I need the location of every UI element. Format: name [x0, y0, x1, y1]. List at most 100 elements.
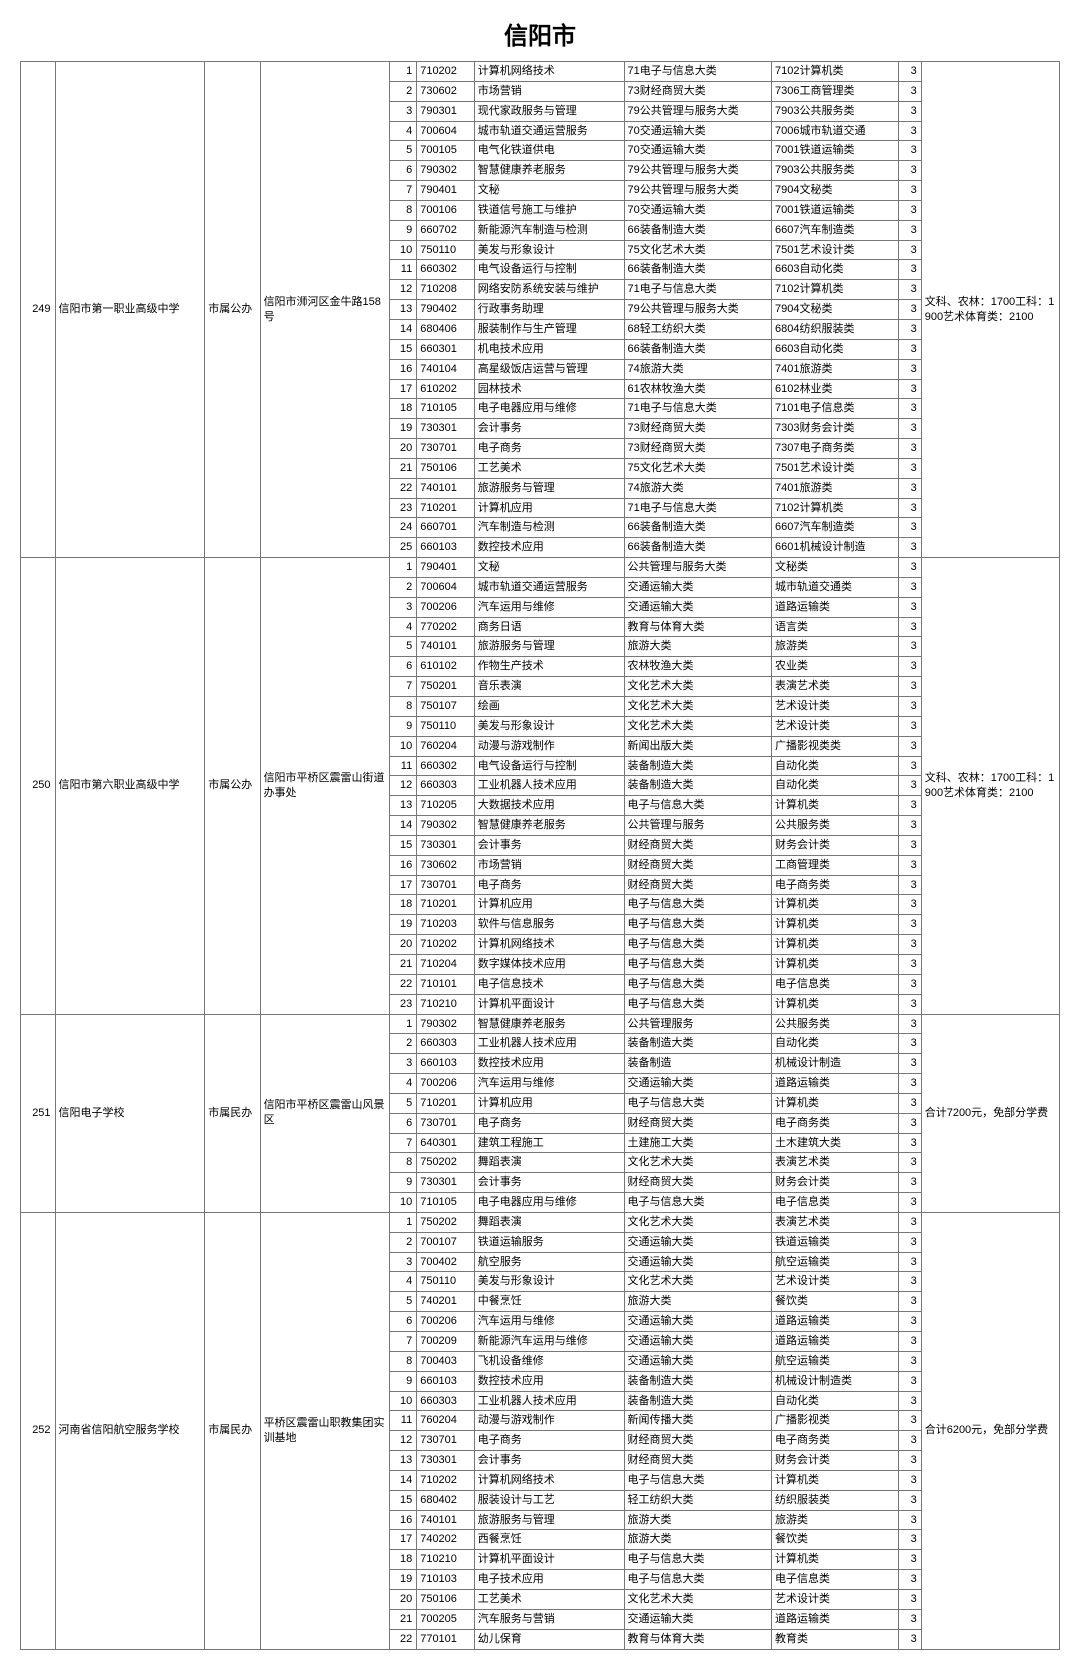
major-name: 音乐表演 — [474, 677, 624, 697]
major-code: 790401 — [417, 558, 475, 578]
major-code: 710204 — [417, 954, 475, 974]
major-sub-category: 表演艺术类 — [771, 677, 898, 697]
major-big-category: 73财经商贸大类 — [624, 81, 771, 101]
school-ownership: 市属民办 — [205, 1014, 260, 1212]
major-sub-category: 7006城市轨道交通 — [771, 121, 898, 141]
major-big-category: 旅游大类 — [624, 1292, 771, 1312]
major-sub-category: 7401旅游类 — [771, 478, 898, 498]
row-number: 3 — [389, 1252, 417, 1272]
years: 3 — [898, 1093, 921, 1113]
major-code: 700106 — [417, 200, 475, 220]
major-code: 700206 — [417, 1074, 475, 1094]
years: 3 — [898, 121, 921, 141]
major-name: 工业机器人技术应用 — [474, 1034, 624, 1054]
major-code: 640301 — [417, 1133, 475, 1153]
years: 3 — [898, 101, 921, 121]
major-sub-category: 教育类 — [771, 1629, 898, 1649]
major-sub-category: 艺术设计类 — [771, 1272, 898, 1292]
major-code: 760204 — [417, 736, 475, 756]
major-name: 会计事务 — [474, 419, 624, 439]
major-code: 660303 — [417, 1391, 475, 1411]
major-big-category: 71电子与信息大类 — [624, 62, 771, 82]
row-number: 21 — [389, 1609, 417, 1629]
major-name: 电子商务 — [474, 439, 624, 459]
major-sub-category: 7102计算机类 — [771, 62, 898, 82]
row-number: 19 — [389, 1570, 417, 1590]
major-big-category: 教育与体育大类 — [624, 617, 771, 637]
major-code: 710101 — [417, 974, 475, 994]
school-name: 信阳市第六职业高级中学 — [55, 558, 205, 1014]
years: 3 — [898, 518, 921, 538]
major-big-category: 交通运输大类 — [624, 1332, 771, 1352]
row-number: 13 — [389, 1451, 417, 1471]
years: 3 — [898, 855, 921, 875]
major-big-category: 装备制造大类 — [624, 1391, 771, 1411]
major-sub-category: 文秘类 — [771, 558, 898, 578]
major-big-category: 74旅游大类 — [624, 359, 771, 379]
major-name: 数控技术应用 — [474, 1054, 624, 1074]
years: 3 — [898, 200, 921, 220]
years: 3 — [898, 974, 921, 994]
major-sub-category: 6804纺织服装类 — [771, 319, 898, 339]
years: 3 — [898, 339, 921, 359]
major-big-category: 73财经商贸大类 — [624, 419, 771, 439]
major-name: 电子电器应用与维修 — [474, 399, 624, 419]
major-code: 710202 — [417, 62, 475, 82]
major-sub-category: 艺术设计类 — [771, 1589, 898, 1609]
major-name: 电子技术应用 — [474, 1570, 624, 1590]
major-big-category: 公共管理与服务大类 — [624, 558, 771, 578]
major-sub-category: 计算机类 — [771, 994, 898, 1014]
major-sub-category: 7401旅游类 — [771, 359, 898, 379]
years: 3 — [898, 399, 921, 419]
major-name: 铁道运输服务 — [474, 1232, 624, 1252]
major-code: 710201 — [417, 1093, 475, 1113]
row-number: 4 — [389, 1272, 417, 1292]
table-row: 249信阳市第一职业高级中学市属公办信阳市浉河区金牛路158号1710202计算… — [21, 62, 1060, 82]
major-sub-category: 6607汽车制造类 — [771, 518, 898, 538]
years: 3 — [898, 280, 921, 300]
major-name: 工业机器人技术应用 — [474, 776, 624, 796]
major-sub-category: 7001铁道运输类 — [771, 200, 898, 220]
major-sub-category: 7501艺术设计类 — [771, 458, 898, 478]
major-big-category: 73财经商贸大类 — [624, 439, 771, 459]
major-sub-category: 6601机械设计制造 — [771, 538, 898, 558]
major-sub-category: 城市轨道交通类 — [771, 577, 898, 597]
years: 3 — [898, 954, 921, 974]
years: 3 — [898, 1074, 921, 1094]
years: 3 — [898, 1550, 921, 1570]
major-code: 710103 — [417, 1570, 475, 1590]
major-name: 美发与形象设计 — [474, 1272, 624, 1292]
major-name: 数控技术应用 — [474, 538, 624, 558]
row-number: 23 — [389, 994, 417, 1014]
years: 3 — [898, 498, 921, 518]
years: 3 — [898, 677, 921, 697]
major-big-category: 装备制造大类 — [624, 756, 771, 776]
row-number: 6 — [389, 1113, 417, 1133]
major-code: 660103 — [417, 1054, 475, 1074]
years: 3 — [898, 1629, 921, 1649]
years: 3 — [898, 1232, 921, 1252]
row-number: 1 — [389, 62, 417, 82]
row-number: 17 — [389, 379, 417, 399]
row-number: 9 — [389, 220, 417, 240]
major-big-category: 文化艺术大类 — [624, 1272, 771, 1292]
major-big-category: 电子与信息大类 — [624, 1570, 771, 1590]
major-sub-category: 电子信息类 — [771, 1570, 898, 1590]
major-code: 610202 — [417, 379, 475, 399]
major-code: 700205 — [417, 1609, 475, 1629]
major-name: 计算机网络技术 — [474, 62, 624, 82]
major-big-category: 68轻工纺织大类 — [624, 319, 771, 339]
major-code: 760204 — [417, 1411, 475, 1431]
major-big-category: 电子与信息大类 — [624, 1470, 771, 1490]
row-number: 15 — [389, 835, 417, 855]
years: 3 — [898, 1470, 921, 1490]
row-number: 9 — [389, 716, 417, 736]
years: 3 — [898, 1292, 921, 1312]
major-name: 新能源汽车制造与检测 — [474, 220, 624, 240]
major-name: 建筑工程施工 — [474, 1133, 624, 1153]
table-row: 251信阳电子学校市属民办信阳市平桥区震雷山风景区1790302智慧健康养老服务… — [21, 1014, 1060, 1034]
major-big-category: 交通运输大类 — [624, 1232, 771, 1252]
row-number: 10 — [389, 240, 417, 260]
major-name: 商务日语 — [474, 617, 624, 637]
major-big-category: 交通运输大类 — [624, 1074, 771, 1094]
